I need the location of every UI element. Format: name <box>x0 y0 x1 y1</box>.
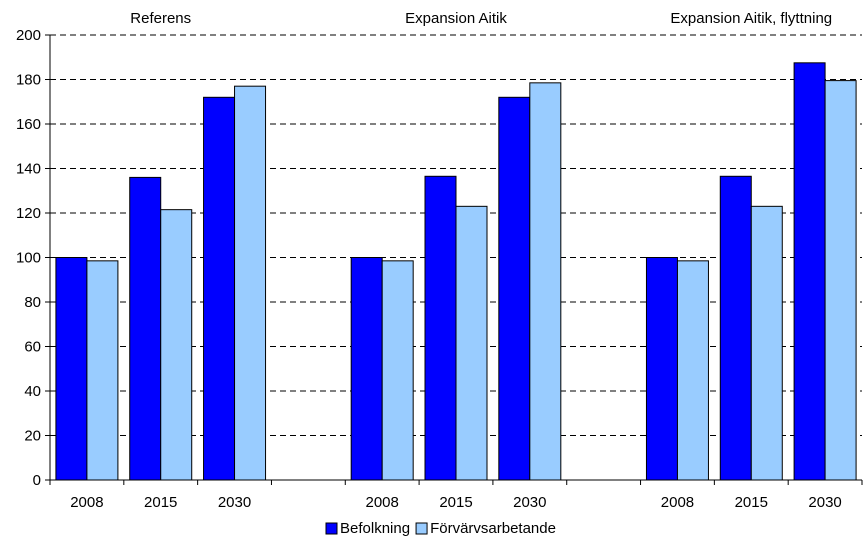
bar-frvrvsarbetande <box>676 260 709 481</box>
legend: Befolkning Förvärvsarbetande <box>325 520 556 537</box>
group-title: Referens <box>130 10 191 27</box>
y-tick-label: 60 <box>24 339 41 356</box>
bar-frvrvsarbetande <box>160 209 193 481</box>
x-tick-label: 2015 <box>735 494 768 511</box>
x-tick-label: 2030 <box>218 494 251 511</box>
y-tick-label: 20 <box>24 428 41 445</box>
axes: 0 20 40 60 80 100 120 140 160 180 200 2008 2015 2030 2… <box>16 27 863 511</box>
y-tick-label: 200 <box>16 27 41 44</box>
group-titles: Referens Expansion Aitik Expansion Aitik, … <box>130 10 832 27</box>
y-tick-label: 0 <box>33 472 41 489</box>
legend-swatch <box>415 522 428 535</box>
bar-frvrvsarbetande <box>455 205 488 481</box>
y-tick-label: 40 <box>24 383 41 400</box>
bar-frvrvsarbetande <box>750 205 783 481</box>
bar-frvrvsarbetande <box>529 82 562 481</box>
bar-befolkning <box>793 62 826 481</box>
bar-frvrvsarbetande <box>86 260 119 481</box>
bars <box>55 62 857 481</box>
bar-frvrvsarbetande <box>824 80 857 481</box>
bar-frvrvsarbetande <box>234 85 267 481</box>
y-tick-label: 180 <box>16 72 41 89</box>
x-tick-label: 2015 <box>439 494 472 511</box>
y-tick-label: 140 <box>16 161 41 178</box>
x-tick-label: 2008 <box>365 494 398 511</box>
legend-swatch <box>325 522 338 535</box>
group-title: Expansion Aitik, flyttning <box>670 10 832 27</box>
bar-befolkning <box>498 96 531 481</box>
bar-befolkning <box>719 175 752 481</box>
bar-befolkning <box>129 176 162 481</box>
bar-befolkning <box>645 257 678 481</box>
bar-befolkning <box>424 175 457 481</box>
x-tick-label: 2008 <box>70 494 103 511</box>
group-title: Expansion Aitik <box>405 10 507 27</box>
y-tick-label: 120 <box>16 205 41 222</box>
legend-label: Förvärvsarbetande <box>430 520 556 537</box>
legend-label: Befolkning <box>340 520 410 537</box>
y-tick-label: 100 <box>16 250 41 267</box>
x-tick-label: 2030 <box>808 494 841 511</box>
y-tick-label: 160 <box>16 116 41 133</box>
x-tick-label: 2008 <box>661 494 694 511</box>
bar-befolkning <box>350 257 383 481</box>
bar-befolkning <box>203 96 236 481</box>
y-tick-label: 80 <box>24 294 41 311</box>
bar-befolkning <box>55 257 88 481</box>
bar-frvrvsarbetande <box>381 260 414 481</box>
x-tick-label: 2030 <box>513 494 546 511</box>
x-tick-label: 2015 <box>144 494 177 511</box>
